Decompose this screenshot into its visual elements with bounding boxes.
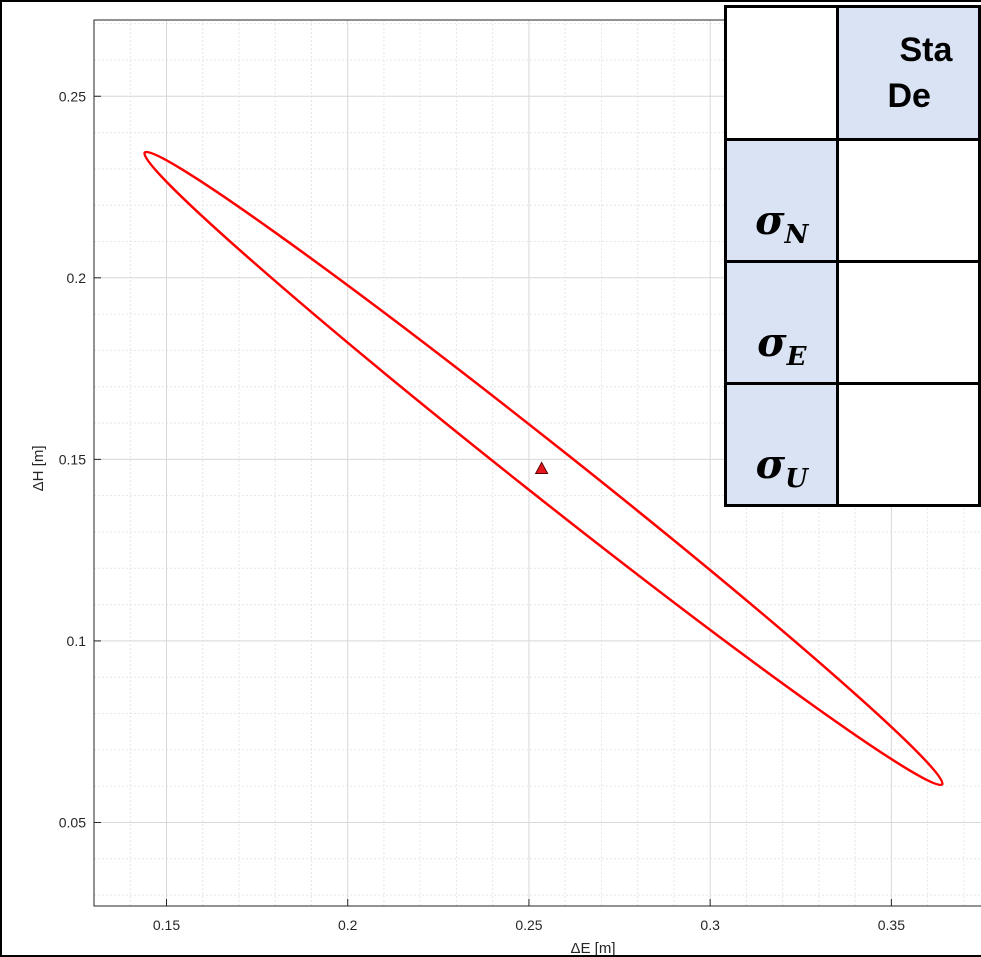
x-axis-label: ΔE [m] <box>570 940 615 957</box>
data-layer <box>143 150 944 787</box>
table-header-line2: De <box>887 77 931 115</box>
confidence-ellipse <box>143 150 944 787</box>
sigma-subscript: E <box>786 342 807 372</box>
x-tick-label: 0.25 <box>515 917 542 933</box>
x-tick-label: 0.2 <box>338 917 358 933</box>
sigma-symbol: σ <box>757 319 787 366</box>
sigma-subscript: N <box>784 220 809 250</box>
axis-ticks <box>94 95 892 906</box>
y-tick-label: 0.1 <box>67 633 87 649</box>
y-tick-label: 0.2 <box>67 270 87 286</box>
tick-labels: 0.15 0.2 0.25 0.3 0.35 0.05 0.1 0.15 0.2 0.25 <box>59 88 905 933</box>
x-tick-label: 0.3 <box>700 917 720 933</box>
x-tick-label: 0.35 <box>878 917 905 933</box>
x-tick-label: 0.15 <box>153 917 180 933</box>
y-tick-label: 0.25 <box>59 88 86 104</box>
table-corner-cell <box>723 5 840 141</box>
y-axis-label: ΔH [m] <box>30 446 47 492</box>
y-tick-label: 0.15 <box>59 451 86 467</box>
row-value-sigma-n <box>836 138 981 263</box>
row-value-sigma-e <box>836 260 981 385</box>
y-tick-label: 0.05 <box>59 814 86 830</box>
table-header-line1: Sta <box>899 31 953 69</box>
row-label-sigma-u: σU <box>723 382 840 507</box>
mean-point-marker <box>534 461 549 474</box>
sigma-subscript: U <box>785 464 808 494</box>
sigma-symbol: σ <box>755 441 786 488</box>
axes-box <box>93 19 981 907</box>
statistics-table: Sta De σN σE σU <box>723 5 981 507</box>
row-label-sigma-e: σE <box>723 260 840 385</box>
row-label-sigma-n: σN <box>723 138 840 263</box>
sigma-symbol: σ <box>755 197 785 244</box>
row-value-sigma-u <box>836 382 981 507</box>
table-header-cell: Sta De <box>836 5 981 141</box>
